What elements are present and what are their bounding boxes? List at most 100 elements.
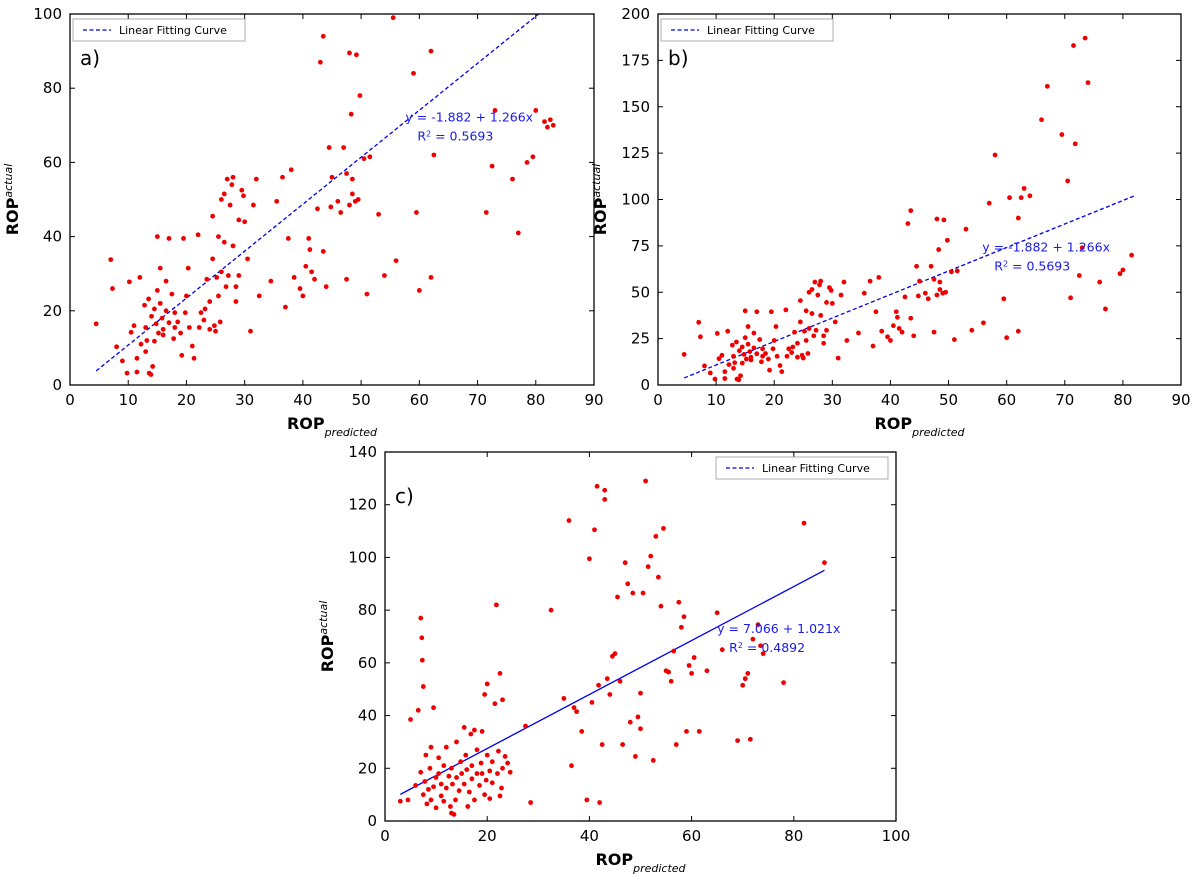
panel-b-data-point xyxy=(981,320,986,326)
panel-b-data-point xyxy=(751,330,757,336)
panel-a-data-point xyxy=(221,239,227,245)
panel-a-data-point xyxy=(357,93,363,99)
panel-c-data-point xyxy=(661,526,666,531)
panel-b-data-point xyxy=(915,293,921,299)
panel-c-data-point xyxy=(569,763,574,769)
panel-a-data-point xyxy=(138,341,144,347)
panel-a-data-point xyxy=(148,372,154,378)
panel-c-data-point xyxy=(454,775,459,780)
panel-a-data-point xyxy=(239,187,245,193)
panel-a-data-point xyxy=(217,319,223,325)
panel-a-data-point xyxy=(242,219,248,225)
panel-b-x-tick-label: 90 xyxy=(1171,391,1190,409)
panel-a-data-point xyxy=(169,291,175,297)
panel-a-data-point xyxy=(245,256,250,262)
panel-a-x-tick-label: 50 xyxy=(352,391,371,409)
panel-a: 0 10 20 30 40 50 60 70 80 90 0 20 40 60 80 100 a) Linea… xyxy=(2,5,604,439)
panel-c-data-point xyxy=(638,726,643,732)
panel-c-data-point xyxy=(627,719,633,725)
panel-b-data-point xyxy=(893,309,899,315)
panel-a-data-point xyxy=(367,154,373,160)
panel-b-y-tick-label: 125 xyxy=(621,144,650,162)
panel-b-data-point xyxy=(747,349,753,355)
panel-b-data-point xyxy=(736,377,742,383)
panel-b-data-point xyxy=(1068,295,1073,301)
panel-b-label: b) xyxy=(668,46,689,70)
panel-b-data-point xyxy=(702,363,707,369)
panel-b-y-tick-label: 100 xyxy=(621,191,650,209)
panel-c-data-point xyxy=(397,798,403,804)
panel-c-data-point xyxy=(689,671,694,676)
panel-a-x-tick-label: 40 xyxy=(293,391,312,409)
panel-a-data-point xyxy=(414,210,419,215)
panel-a-data-point xyxy=(326,145,332,150)
panel-b-data-point xyxy=(856,330,861,336)
panel-a-data-point xyxy=(416,287,422,293)
panel-c-data-point xyxy=(658,603,664,609)
panel-c-data-point xyxy=(489,759,495,765)
panel-b-data-point xyxy=(986,200,992,206)
panel-c-data-point xyxy=(446,773,452,779)
panel-c-data-point xyxy=(419,657,425,663)
panel-a-data-point xyxy=(202,306,208,312)
panel-c-data-point xyxy=(451,812,457,817)
panel-b-data-point xyxy=(943,289,949,295)
panel-b-data-point xyxy=(745,341,751,347)
panel-c-data-point xyxy=(497,793,503,799)
panel-b-data-point xyxy=(937,279,943,285)
panel-b-data-point xyxy=(844,338,850,343)
panel-b-x-tick-label: 60 xyxy=(997,391,1016,409)
panel-c-data-point xyxy=(496,748,501,754)
panel-b-data-point xyxy=(809,311,815,316)
panel-a-data-point xyxy=(218,269,224,275)
panel-a-data-point xyxy=(510,176,515,182)
panel-b-x-tick-label: 50 xyxy=(939,391,958,409)
panel-c-data-point xyxy=(423,752,429,758)
panel-c-data-point xyxy=(596,682,601,688)
panel-b-data-point xyxy=(696,319,702,325)
panel-c-data-point xyxy=(459,771,465,776)
panel-c-x-tick-label: 60 xyxy=(682,827,701,845)
panel-a-data-point xyxy=(196,325,202,330)
panel-c-data-point xyxy=(433,805,439,811)
panel-b-data-point xyxy=(936,247,942,252)
panel-b-data-point xyxy=(768,309,774,315)
panel-b-data-point xyxy=(719,352,725,358)
panel-b-data-point xyxy=(797,319,803,325)
panel-b-plot-frame xyxy=(657,13,1182,386)
panel-b-y-tick-label: 25 xyxy=(631,330,650,348)
panel-b-legend-label: Linear Fitting Curve xyxy=(707,24,815,37)
panel-b-data-point xyxy=(797,298,803,303)
panel-a-data-point xyxy=(306,236,312,241)
panel-b-data-point xyxy=(707,370,713,376)
panel-b-data-point xyxy=(803,308,809,314)
panel-b-data-point xyxy=(748,354,754,360)
panel-b-data-point xyxy=(722,369,728,375)
panel-b-y-tick-label: 150 xyxy=(621,98,650,116)
panel-c-data-point xyxy=(456,788,462,794)
panel-a-data-point xyxy=(198,310,204,316)
panel-b-data-point xyxy=(767,367,772,373)
panel-c-data-point xyxy=(427,765,433,771)
panel-c-legend-label: Linear Fitting Curve xyxy=(762,462,870,475)
panel-c-data-point xyxy=(431,705,436,711)
panel-a-data-point xyxy=(288,167,294,173)
panel-b-legend: Linear Fitting Curve xyxy=(660,18,834,42)
panel-c-data-point xyxy=(668,678,674,684)
panel-a-data-point xyxy=(545,124,550,130)
panel-a-data-point xyxy=(515,230,521,236)
panel-b-data-point xyxy=(821,340,827,346)
panel-c-data-point xyxy=(469,776,475,782)
panel-c-data-point xyxy=(645,564,651,570)
panel-c-data-point xyxy=(681,614,687,620)
panel-c-data-point xyxy=(650,757,656,763)
panel-c-data-point xyxy=(801,520,807,526)
panel-a-data-point xyxy=(160,332,166,338)
panel-b-data-point xyxy=(741,351,747,357)
panel-a-data-point xyxy=(348,111,354,117)
panel-a-data-point xyxy=(320,33,326,39)
panel-c-data-point xyxy=(561,696,567,701)
panel-c-data-point xyxy=(594,483,600,489)
panel-b-data-point xyxy=(759,359,764,365)
panel-a-data-point xyxy=(110,286,115,291)
